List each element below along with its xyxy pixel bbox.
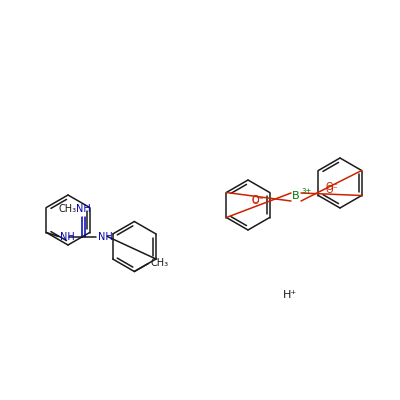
Text: O⁻: O⁻: [252, 196, 264, 206]
Text: CH₃: CH₃: [59, 204, 77, 214]
Text: 3+: 3+: [301, 188, 311, 194]
Text: B: B: [292, 191, 300, 201]
Text: NH: NH: [60, 232, 75, 242]
Text: O⁻: O⁻: [252, 195, 264, 205]
Text: O⁻: O⁻: [326, 182, 338, 192]
Text: NH: NH: [98, 232, 113, 242]
Text: H⁺: H⁺: [283, 290, 297, 300]
Text: CH₃: CH₃: [150, 258, 168, 268]
Text: O⁻: O⁻: [326, 185, 338, 195]
Text: NH: NH: [76, 204, 91, 214]
